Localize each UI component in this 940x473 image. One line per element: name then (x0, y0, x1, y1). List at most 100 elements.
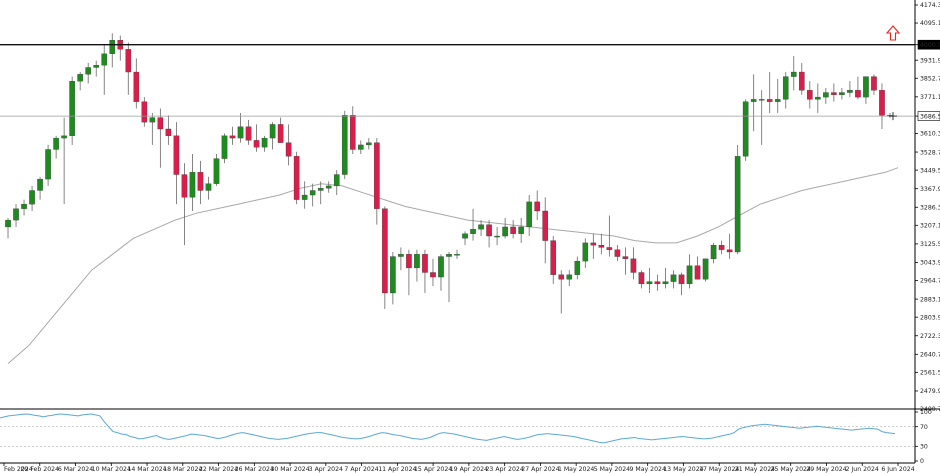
x-tick-label: 10 Mar 2024 (92, 466, 131, 473)
candle-body (157, 117, 164, 130)
candle-body (606, 247, 613, 250)
moving-average-layer (7, 167, 899, 364)
candle-body (341, 115, 348, 175)
y-tick-label: 3528.70 (920, 149, 940, 156)
candle-body (197, 172, 204, 191)
candle-body (590, 242, 597, 246)
candle-body (526, 201, 532, 228)
candle-body (654, 281, 661, 285)
candle-body (390, 256, 396, 294)
candle-body (93, 65, 100, 68)
candle-body (494, 235, 500, 238)
x-tick-label: 26 Mar 2024 (235, 466, 274, 473)
candle-body (229, 135, 236, 139)
candle-body (277, 124, 284, 143)
candle-body (317, 188, 324, 191)
x-tick-label: 17 May 2024 (699, 466, 739, 473)
candle-body (855, 90, 861, 98)
candle-body (815, 96, 821, 100)
candle-body (558, 274, 565, 280)
levels-layer (0, 44, 915, 117)
candle-body (462, 233, 468, 239)
rsi-tick-label: 0 (920, 458, 924, 465)
candle-body (333, 174, 340, 187)
candle-body (29, 190, 35, 205)
candle-body (734, 156, 741, 253)
y-tick-label: 4000.00 (920, 42, 940, 49)
rsi-tick-label: 70 (920, 424, 928, 431)
candle-body (710, 245, 717, 259)
candle-body (831, 92, 837, 95)
candle-body (534, 201, 540, 212)
candle-body (438, 256, 444, 278)
candle-body (301, 194, 308, 200)
y-tick-label: 3852.70 (920, 75, 940, 82)
x-tick-label: 25 May 2024 (771, 466, 811, 473)
x-tick-label: 29 May 2024 (806, 466, 846, 473)
candle-body (470, 229, 476, 234)
resistance-price-tag (917, 39, 940, 50)
candle-body (646, 281, 653, 285)
x-tick-label: 19 Apr 2024 (450, 466, 488, 473)
candle-body (349, 115, 356, 150)
candle-body (141, 101, 148, 123)
candle-body (245, 126, 252, 141)
candle-body (686, 265, 693, 285)
y-tick-label: 2803.90 (920, 314, 940, 321)
candle-body (325, 185, 332, 189)
candle-body (237, 126, 244, 139)
x-tick-label: 27 Apr 2024 (521, 466, 559, 473)
x-tick-label: 21 May 2024 (735, 466, 775, 473)
y-tick-label: 2883.10 (920, 296, 940, 303)
candle-body (758, 99, 765, 101)
x-tick-label: 7 Apr 2024 (344, 466, 378, 473)
candle-body (77, 74, 83, 82)
x-tick-label: 14 Mar 2024 (127, 466, 166, 473)
candle-body (622, 256, 629, 259)
rsi-line (0, 413, 896, 444)
candle-body (189, 172, 196, 198)
x-tick-label: 15 Apr 2024 (414, 466, 452, 473)
candle-body (742, 101, 749, 157)
candle-body (702, 258, 709, 280)
x-tick-label: 5 May 2024 (594, 466, 630, 473)
candle-body (422, 254, 428, 273)
y-tick-label: 2640.70 (920, 352, 940, 359)
candle-body (358, 144, 364, 150)
y-tick-label: 3286.30 (920, 204, 940, 211)
candle-body (662, 281, 669, 285)
candle-body (221, 135, 228, 159)
candle-body (518, 226, 524, 234)
candle-body (181, 174, 188, 198)
candle-body (406, 254, 412, 269)
x-tick-label: 29 Feb 2024 (21, 466, 60, 473)
candle-body (165, 128, 172, 136)
candle-body (486, 224, 492, 237)
y-tick-label: 3207.10 (920, 223, 940, 230)
candle-body (839, 92, 845, 95)
x-tick-label: 30 Mar 2024 (270, 466, 309, 473)
current-price-tag (917, 111, 940, 121)
y-tick-label: 2479.90 (920, 388, 940, 395)
candle-body (13, 208, 19, 221)
candle-body (45, 149, 51, 180)
candle-body (101, 53, 108, 66)
candle-body (446, 254, 452, 257)
rsi-tick-label: 30 (920, 444, 928, 451)
candle-body (309, 190, 316, 196)
candle-body (374, 142, 380, 209)
candle-body (550, 240, 557, 275)
candle-body (53, 137, 59, 150)
candle-body (293, 156, 300, 200)
candle-body (879, 90, 885, 116)
candle-body (678, 274, 685, 285)
price-axis: 4174.30 4095.10 4000.00 3931.90 3852.70 3771.… (915, 2, 940, 413)
x-tick-label: 3 Apr 2024 (309, 466, 343, 473)
candle-body (398, 254, 404, 257)
x-tick-label: Feb 2024 (4, 466, 33, 473)
candle-body (766, 99, 773, 102)
candle-body (5, 219, 11, 228)
y-tick-label: 3125.50 (920, 241, 940, 248)
up-arrow-icon (885, 25, 901, 41)
